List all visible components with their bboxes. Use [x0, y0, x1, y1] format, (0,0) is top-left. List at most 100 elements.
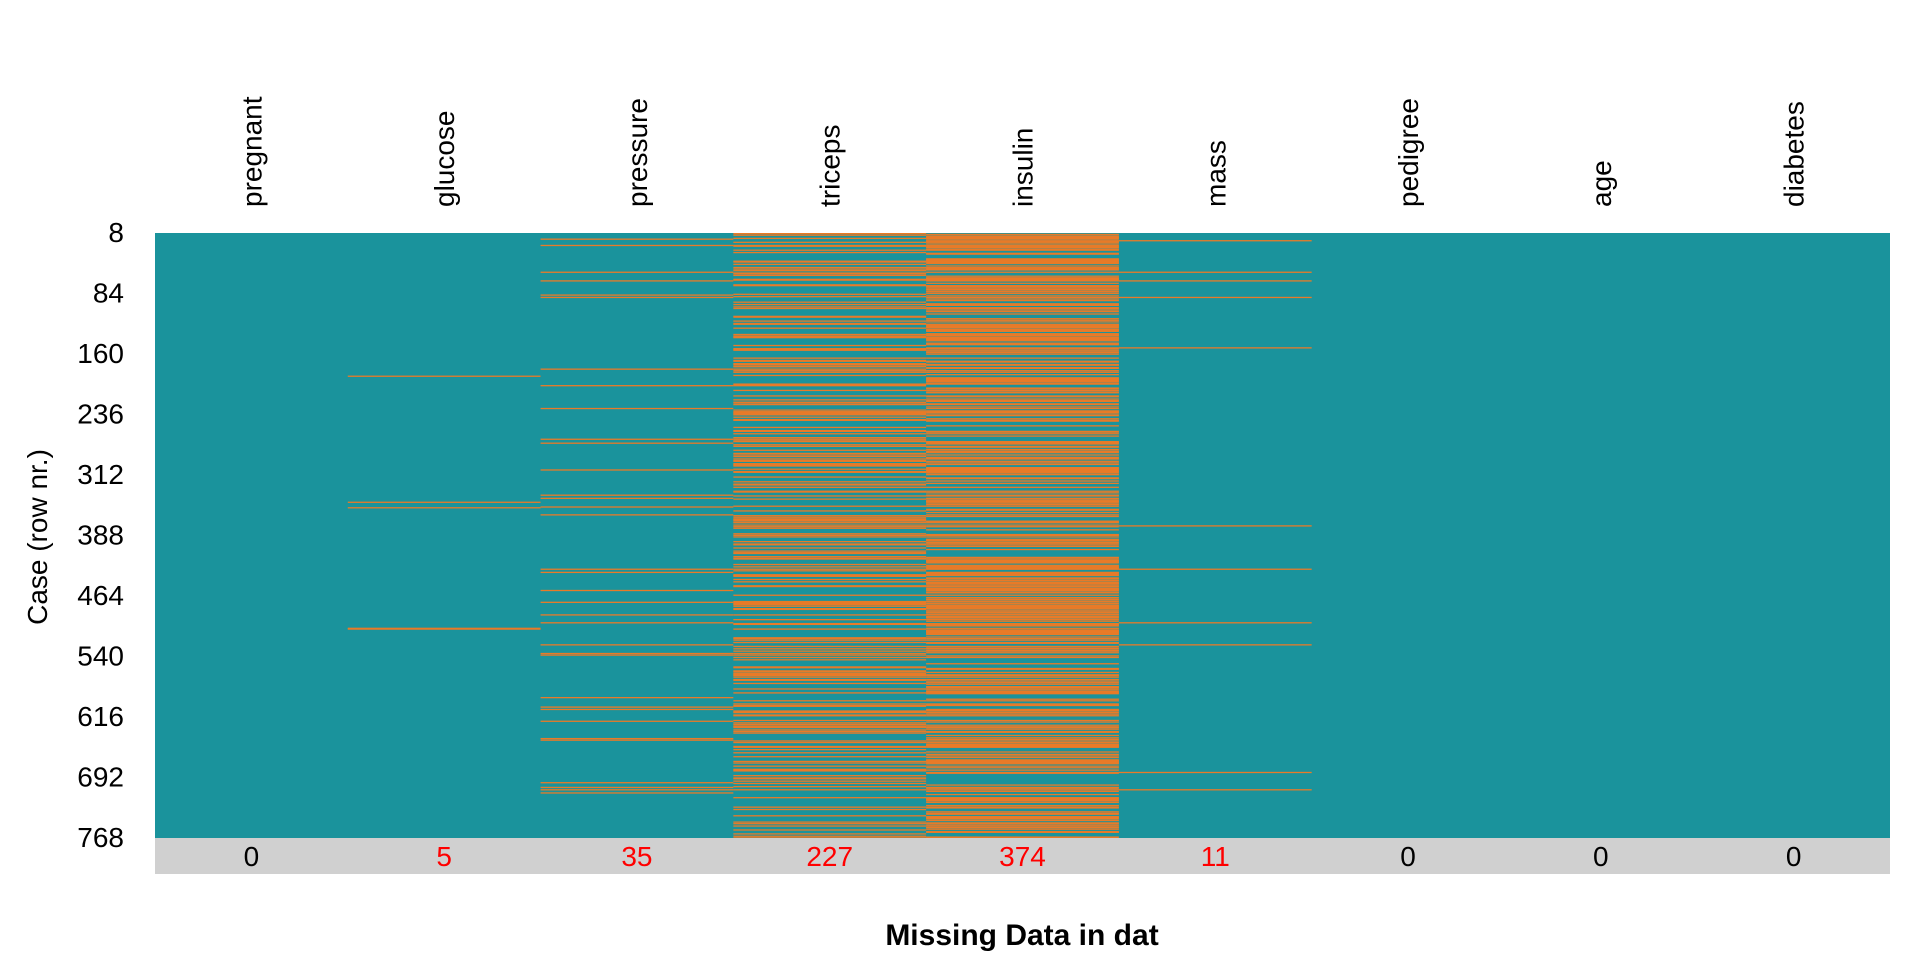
missing-cell: [926, 387, 1119, 389]
missing-cell: [926, 451, 1119, 454]
missing-cell: [926, 414, 1119, 417]
missing-cell: [926, 448, 1119, 451]
missing-cell: [926, 583, 1119, 585]
missing-cell: [926, 235, 1119, 237]
missing-cell: [926, 837, 1119, 839]
missing-cell: [733, 654, 927, 656]
missing-cell: [926, 740, 1119, 742]
missing-cell: [926, 288, 1119, 291]
missing-count-bar: 0 5 35 227 374 11 0 0 0: [155, 838, 1890, 874]
missing-count-insulin: 374: [999, 841, 1046, 872]
missing-cell: [733, 729, 927, 731]
missing-cell: [926, 567, 1119, 569]
missing-cell: [733, 726, 927, 728]
missing-cell: [926, 800, 1119, 802]
missing-cell: [926, 591, 1119, 593]
missing-cell: [926, 340, 1119, 342]
missing-cell: [926, 540, 1119, 542]
missing-cell: [540, 385, 734, 387]
missing-cell: [926, 367, 1119, 370]
missing-cell: [926, 521, 1119, 523]
missing-cell: [926, 822, 1119, 824]
missing-cell: [540, 497, 734, 499]
missing-cell: [540, 706, 734, 708]
missing-cell: [926, 240, 1119, 242]
missing-cell: [926, 703, 1119, 705]
missing-cell: [926, 267, 1119, 269]
missing-cell: [926, 275, 1119, 277]
missing-cell: [926, 249, 1119, 251]
missing-cell: [926, 511, 1119, 514]
missing-cell: [926, 400, 1119, 403]
missing-cell: [733, 730, 927, 733]
missing-cell: [926, 726, 1119, 729]
missing-cell: [926, 243, 1119, 245]
missing-cell: [926, 548, 1119, 551]
missing-cell: [540, 737, 734, 740]
missing-cell: [926, 710, 1119, 712]
missing-cell: [733, 385, 927, 387]
column-label-age: age: [1586, 160, 1617, 207]
missing-count-glucose: 5: [436, 841, 452, 872]
missing-cell: [926, 585, 1119, 588]
missing-cell: [926, 420, 1119, 422]
missing-cell: [733, 455, 927, 458]
missing-cell: [926, 310, 1119, 313]
missing-cell: [926, 480, 1119, 482]
missing-cell: [733, 316, 927, 318]
missing-cell: [926, 435, 1119, 437]
missing-cell: [733, 563, 927, 566]
missing-cell: [733, 389, 927, 392]
x-axis-title: Missing Data in dat: [885, 919, 1158, 952]
missing-cell: [926, 592, 1119, 594]
missing-cell: [926, 295, 1119, 297]
missing-cell: [926, 307, 1119, 310]
missing-cell: [733, 741, 927, 744]
missing-cell: [926, 605, 1119, 607]
missing-cell: [926, 395, 1119, 397]
missing-cell: [733, 585, 927, 588]
missing-cell: [926, 616, 1119, 618]
missing-cell: [733, 557, 927, 559]
missing-cell: [733, 515, 927, 517]
missing-cell: [733, 555, 927, 558]
missing-cell: [926, 374, 1119, 376]
missing-cell: [926, 830, 1119, 833]
column-labels: pregnant glucose pressure triceps insulin mas…: [236, 96, 1809, 207]
missing-cell: [926, 445, 1119, 447]
missing-cell: [926, 441, 1119, 444]
missing-cell: [926, 492, 1119, 494]
missing-cell: [733, 825, 927, 827]
missing-cell: [926, 508, 1119, 511]
missing-cell: [540, 442, 734, 444]
missing-cell: [926, 813, 1119, 815]
missing-cell: [540, 601, 734, 603]
missing-cell: [926, 238, 1119, 240]
heatmap-grid: [155, 233, 1890, 839]
missing-cell: [926, 450, 1119, 452]
missing-cell: [926, 619, 1119, 621]
missing-cell: [926, 233, 1119, 236]
missing-cell: [733, 261, 927, 263]
missing-cell: [733, 403, 927, 406]
missing-cell: [926, 650, 1119, 652]
missing-cell: [733, 526, 927, 528]
missing-cell: [926, 299, 1119, 302]
missing-cell: [733, 348, 927, 351]
missing-cell: [733, 600, 927, 603]
missing-cell: [926, 556, 1119, 559]
missing-cell: [926, 772, 1119, 774]
missing-cell: [540, 238, 734, 240]
column-glucose-missing: [347, 375, 541, 630]
missing-cell: [926, 784, 1119, 786]
missing-cell: [926, 349, 1119, 351]
missing-cell: [540, 244, 734, 247]
missing-cell: [733, 233, 927, 235]
missing-cell: [733, 519, 927, 522]
missing-cell: [540, 368, 734, 370]
missing-cell: [733, 568, 927, 570]
missing-cell: [733, 251, 927, 254]
missing-cell: [733, 578, 927, 581]
missing-cell: [733, 566, 927, 568]
missing-cell: [926, 318, 1119, 320]
